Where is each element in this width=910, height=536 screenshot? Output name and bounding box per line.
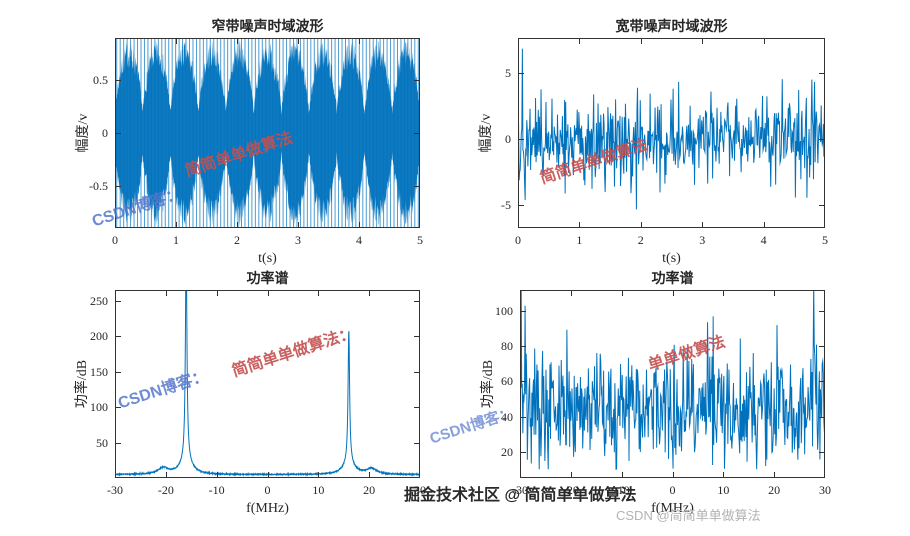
y-tick-label: 60 xyxy=(501,374,513,389)
y-tick-label: 0 xyxy=(505,131,511,146)
watermark-footer-primary: 掘金技术社区 @ 简简单单做算法 xyxy=(404,487,637,504)
x-tick-label: -10 xyxy=(208,483,225,497)
x-tick-label: 30 xyxy=(414,483,426,497)
y-tick-label: 5 xyxy=(505,65,511,80)
x-tick-label: 2 xyxy=(234,233,240,247)
xlabel-narrowband: t(s) xyxy=(258,251,277,266)
xlabel-narrowband-spectrum: f(MHz) xyxy=(246,501,289,516)
plot-canvas-narrowband-spectrum xyxy=(115,290,420,478)
y-tick-label: 50 xyxy=(96,435,108,450)
plot-canvas-wideband-spectrum xyxy=(520,290,825,478)
x-tick-label: 5 xyxy=(822,233,828,247)
y-tick-label: 20 xyxy=(501,444,513,459)
y-tick-label: 150 xyxy=(90,364,108,379)
x-tick-label: 10 xyxy=(717,483,730,497)
x-tick-label: 0 xyxy=(264,483,271,497)
xlabel-wideband: t(s) xyxy=(662,251,681,266)
y-tick-label: 100 xyxy=(90,400,108,415)
x-tick-label: 10 xyxy=(312,483,325,497)
x-tick-label: 20 xyxy=(768,483,781,497)
y-tick-label: 200 xyxy=(90,329,108,344)
xlabel-wideband-spectrum: f(MHz) xyxy=(651,501,694,516)
y-tick-label: -5 xyxy=(501,198,511,213)
plot-canvas-wideband-wave xyxy=(518,38,825,228)
subplot-title-wideband-spectrum: 功率谱 xyxy=(651,272,694,287)
x-tick-label: -20 xyxy=(157,483,174,497)
x-tick-label: -30 xyxy=(107,483,123,497)
x-tick-label: 3 xyxy=(295,233,301,247)
y-tick-label: 40 xyxy=(501,409,513,424)
x-tick-label: 3 xyxy=(699,233,706,247)
x-tick-label: 1 xyxy=(576,233,583,247)
subplot-title-wideband: 宽带噪声时域波形 xyxy=(615,20,728,35)
x-tick-label: 0 xyxy=(112,233,118,247)
x-tick-label: -30 xyxy=(512,483,528,497)
subplot-title-narrowband: 窄带噪声时域波形 xyxy=(211,20,324,35)
plot-canvas-narrowband-wave xyxy=(115,38,420,228)
watermark-footer-secondary: CSDN @简简单单做算法 xyxy=(616,508,761,523)
x-tick-label: 1 xyxy=(173,233,179,247)
x-tick-label: 0 xyxy=(669,483,676,497)
x-tick-label: 4 xyxy=(760,233,767,247)
x-tick-label: 20 xyxy=(363,483,376,497)
x-tick-label: 0 xyxy=(515,233,521,247)
subplot-title-narrowband-spectrum: 功率谱 xyxy=(246,272,289,287)
y-tick-label: 0 xyxy=(102,126,108,140)
y-tick-label: 80 xyxy=(501,339,513,354)
y-tick-label: 250 xyxy=(90,293,108,308)
x-tick-label: 30 xyxy=(819,483,831,497)
x-tick-label: 5 xyxy=(417,233,423,247)
x-tick-label: -20 xyxy=(562,483,579,497)
x-tick-label: 4 xyxy=(356,233,362,247)
y-tick-label: -0.5 xyxy=(89,178,108,193)
y-tick-label: 0.5 xyxy=(93,73,108,88)
y-tick-label: 100 xyxy=(495,304,513,319)
x-tick-label: 2 xyxy=(637,233,644,247)
x-tick-label: -10 xyxy=(613,483,630,497)
